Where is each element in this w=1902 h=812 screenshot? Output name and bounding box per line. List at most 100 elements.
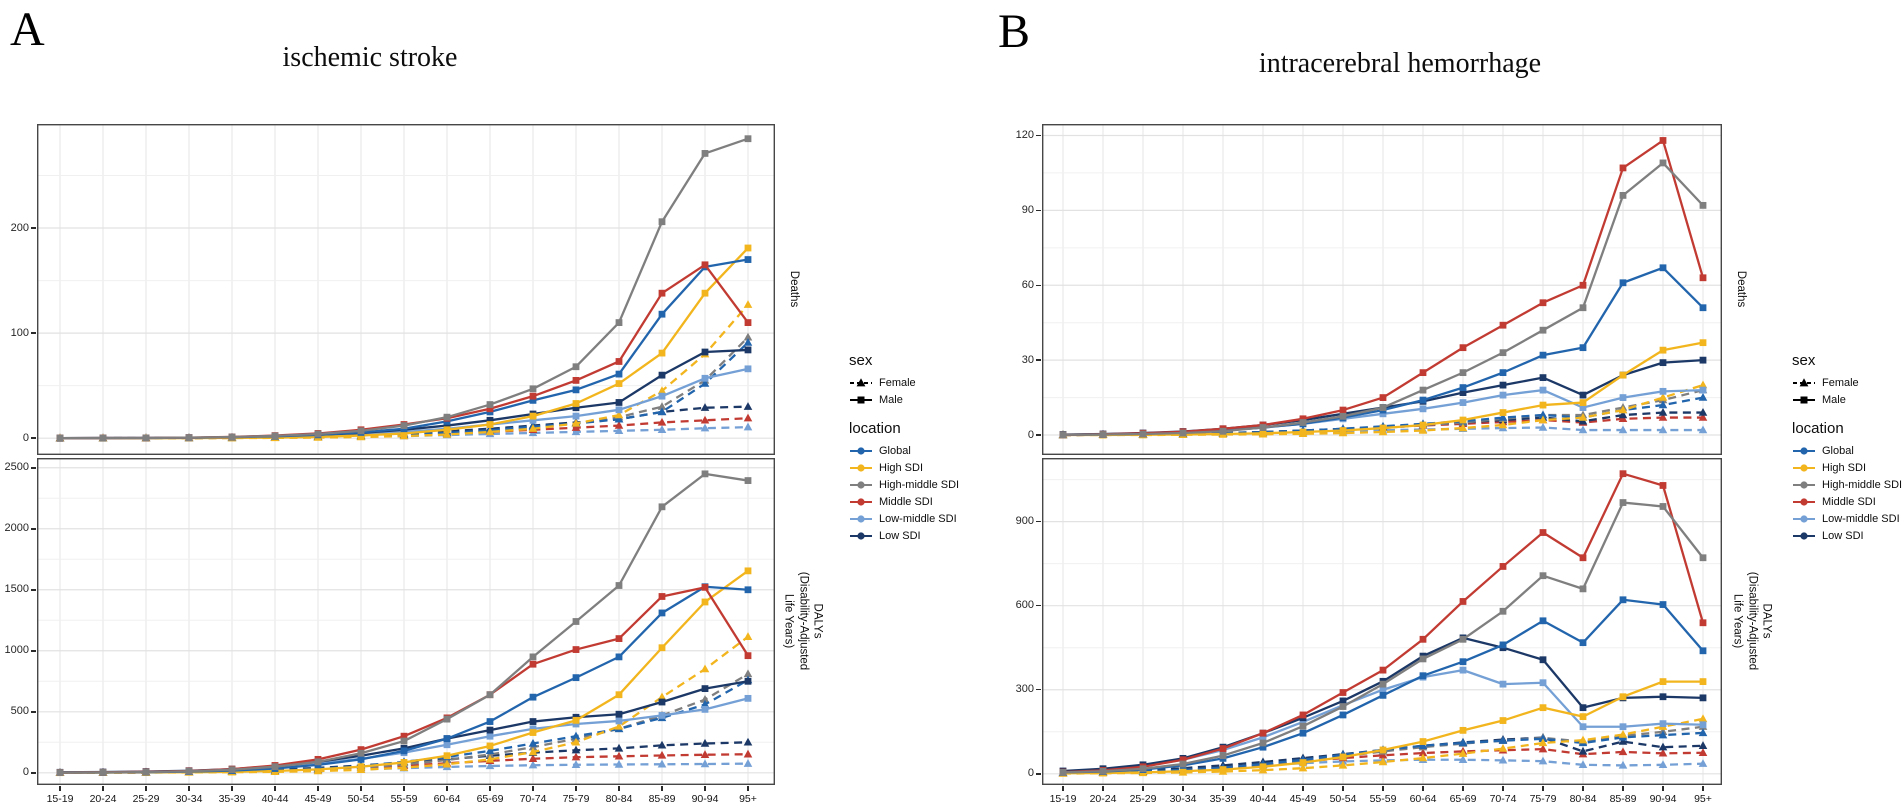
x-axis-tick-mark [446,786,448,791]
legend-item-label: Middle SDI [879,495,933,508]
x-axis-tick-label: 40-44 [1249,793,1277,805]
chart-A-dalys [37,458,775,785]
x-axis-tick-label: 55-59 [1369,793,1397,805]
facet-strip-label-B-deaths: Deaths [1735,270,1748,308]
legend-item-label: Female [879,376,916,389]
x-axis-tick-label: 35-39 [218,793,246,805]
chart-B-dalys [1042,458,1722,785]
y-axis-tick-label: 60 [1021,278,1034,291]
legend-item-location-high-sdi: High SDI [1792,459,1902,476]
legend-item-label: Global [879,444,911,457]
legend-item-label: High SDI [879,461,924,474]
legend-panel-a: sex Female Male location Global High SDI High-… [849,352,959,556]
y-axis-tick-mark [1036,284,1041,286]
series-high-middle-sdi-male [56,470,752,776]
x-axis-tick-label: 45-49 [1289,793,1317,805]
x-axis-tick-mark [102,786,104,791]
x-axis-tick-label: 60-64 [1409,793,1437,805]
x-axis-tick-label: 80-84 [605,793,633,805]
square-legend-marker-icon [1793,396,1815,403]
y-axis-tick-mark [31,650,36,652]
y-axis-tick-mark [1036,359,1041,361]
x-axis-tick-mark [1622,786,1624,791]
legend-item-label: Low-middle SDI [1822,512,1900,525]
legend-item-label: Male [879,393,903,406]
x-axis-tick-mark [1182,786,1184,791]
x-axis-tick-mark [188,786,190,791]
x-axis-tick-label: 90-94 [1649,793,1677,805]
x-axis-tick-label: 35-39 [1209,793,1237,805]
legend-item-sex-female: Female [1792,374,1902,391]
x-axis-tick-label: 70-74 [1489,793,1517,805]
y-axis-tick-label: 120 [1015,128,1034,141]
x-axis-tick-mark [1462,786,1464,791]
y-axis-tick-mark [31,589,36,591]
circle-legend-marker-icon [850,531,872,540]
legend-sex-title: sex [849,352,873,369]
y-axis-tick-mark [31,332,36,334]
legend-item-label: Male [1822,393,1846,406]
x-axis-tick-mark [1302,786,1304,791]
triangle-legend-marker-icon [1793,377,1815,386]
circle-legend-marker-icon [1793,463,1815,472]
legend-item-sex-male: Male [1792,391,1902,408]
x-axis-tick-mark [1662,786,1664,791]
x-axis-tick-mark [1262,786,1264,791]
panel-a-letter: A [10,3,45,56]
facet-strip-label-A-dalys: DALYs (Disability-Adjusted Life Years) [782,571,824,671]
x-axis-tick-mark [1582,786,1584,791]
y-axis-tick-mark [1036,434,1041,436]
x-axis-tick-label: 70-74 [519,793,547,805]
x-axis-tick-label: 95+ [739,793,757,805]
x-axis-tick-mark [1102,786,1104,791]
x-axis-tick-mark [1342,786,1344,791]
series-high-middle-sdi-male [1059,159,1707,439]
x-axis-tick-label: 85-89 [1609,793,1637,805]
x-axis-tick-label: 80-84 [1569,793,1597,805]
y-axis-tick-label: 2000 [4,522,29,535]
x-axis-tick-label: 25-29 [1129,793,1157,805]
x-axis-tick-label: 30-34 [1169,793,1197,805]
legend-item-location-middle-sdi: Middle SDI [849,493,959,510]
x-axis-tick-label: 65-69 [1449,793,1477,805]
circle-legend-marker-icon [850,446,872,455]
y-axis-tick-label: 0 [22,431,29,444]
x-axis-tick-label: 60-64 [433,793,461,805]
y-axis-tick-label: 1000 [4,644,29,657]
x-axis-tick-label: 20-24 [89,793,117,805]
series-high-middle-sdi-male [1059,499,1707,776]
x-axis-tick-mark [747,786,749,791]
y-axis-tick-mark [31,467,36,469]
y-axis-tick-mark [1036,520,1041,523]
x-axis-tick-label: 75-79 [562,793,590,805]
circle-legend-marker-icon [850,480,872,489]
x-axis-tick-mark [661,786,663,791]
x-axis-tick-label: 50-54 [1329,793,1357,805]
x-axis-tick-mark [704,786,706,791]
x-axis-tick-label: 55-59 [390,793,418,805]
x-axis-tick-mark [532,786,534,791]
x-axis-tick-label: 95+ [1694,793,1712,805]
x-axis-tick-mark [403,786,405,791]
legend-item-label: High-middle SDI [1822,478,1902,491]
x-axis-tick-mark [575,786,577,791]
y-axis-tick-label: 900 [1015,515,1034,528]
circle-legend-marker-icon [850,514,872,523]
x-axis-tick-mark [317,786,319,791]
legend-item-location-high-sdi: High SDI [849,459,959,476]
x-axis-tick-mark [231,786,233,791]
legend-item-location-low-sdi: Low SDI [1792,527,1902,544]
y-axis-tick-mark [31,437,36,439]
legend-item-location-low-middle-sdi: Low-middle SDI [849,510,959,527]
y-axis-tick-label: 0 [1027,767,1034,780]
x-axis-tick-label: 15-19 [46,793,74,805]
x-axis-tick-label: 90-94 [691,793,719,805]
y-axis-tick-mark [1036,604,1041,607]
y-axis-tick-label: 1500 [4,583,29,596]
x-axis-tick-mark [618,786,620,791]
y-axis-tick-mark [1036,688,1041,691]
circle-legend-marker-icon [1793,446,1815,455]
y-axis-tick-label: 90 [1021,203,1034,216]
legend-item-label: Low SDI [879,529,921,542]
